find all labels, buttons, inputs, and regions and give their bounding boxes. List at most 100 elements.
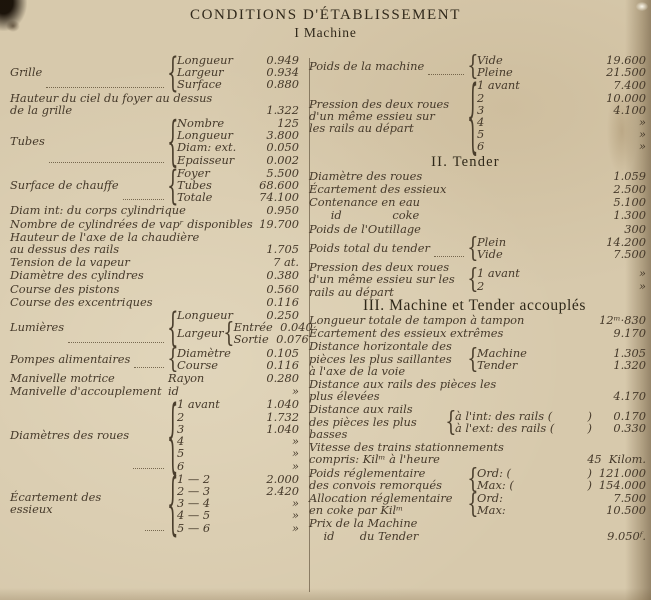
paper-shadow-right-edge (625, 0, 651, 600)
row-label: Diam int: du corps cylindrique (10, 203, 186, 218)
table-row: Diam int: du corps cylindrique 0.950 (10, 204, 299, 216)
row-value: 0.116 (266, 294, 299, 309)
group-item-label: 3 — 4 (177, 496, 211, 511)
row-label: Prix de la Machine id du Tender (309, 516, 419, 543)
group-item-value: 10.000 (606, 90, 646, 105)
group-item: Longueur 3.800 (177, 129, 299, 141)
group-items: Longueur 0.949 Largeur 0.934 Surface 0.880 (177, 54, 299, 91)
group-item: 2 1.732 (177, 409, 299, 424)
table-row: Distance horizontale des pièces les plus… (309, 340, 646, 377)
group-item-label: 2 — 3 (177, 483, 211, 498)
group-item-value: 154.000 (598, 477, 646, 492)
group-item-value: 1.320 (613, 357, 646, 372)
row-label: Poids réglementaire des convois remorqué… (309, 465, 442, 492)
group-items: Foyer 5.500 Tubes 68.600 Totale 74.100 (177, 167, 299, 204)
group-item-value: 0.170 (613, 408, 646, 423)
group-item: Foyer 5.500 (177, 167, 299, 179)
table-row: Hauteur de l'axe de la chaudière au dess… (10, 231, 299, 256)
group-item-label: 4 (177, 434, 185, 449)
group-item: Longueur 0.250 (177, 309, 299, 321)
value-group: {Ord: 7.500 Max: 10.500 (467, 490, 646, 517)
row-label: Surface de chauffe (10, 178, 119, 193)
table-row: Poids de la machine {Vide 19.600 Pleine 21.5… (309, 52, 646, 79)
group-item-value: » (292, 496, 299, 511)
group-item-value: 0.280 (266, 371, 299, 386)
table-row: Surface de chauffe {Foyer 5.500 Tubes 68.600… (10, 165, 299, 205)
group-item: Vide 7.500 (477, 248, 646, 260)
row-label: Distance aux rails des pièces les plus é… (309, 377, 497, 404)
row-label: Course des excentriques (10, 294, 153, 309)
group-item-value: 0.934 (266, 65, 299, 80)
section-heading-text: III. Machine et Tender accouplés (362, 296, 587, 314)
group-items: Nombre 125 Longueur 3.800 Diam: ext. 0.050 Epa… (177, 117, 299, 166)
group-item-label: Course (177, 357, 218, 372)
group-items: 1 avant» 2» (477, 267, 646, 292)
group-item-value: 0.002 (266, 152, 299, 167)
table-row: id coke 1.300 (309, 209, 646, 221)
group-item-value: 1.732 (266, 409, 299, 424)
value-group: {Longueur 0.949 Largeur 0.934 Surface 0.880 (166, 48, 299, 96)
row-label: Grille (10, 65, 43, 80)
group-item-label: 6 (477, 139, 485, 154)
group-item: Largeur 0.934 (177, 66, 299, 78)
group-item: 1 avant » (477, 267, 646, 279)
dotted-leader (68, 341, 164, 343)
group-item-value: » (639, 266, 646, 281)
group-item: 3 — 4 » (177, 497, 299, 509)
row-label: Poids total du tender (309, 240, 430, 255)
group-item-label: Max: ( (477, 477, 514, 492)
table-row: Lumières{Longueur 0.250 Largeur{Entrée 0.04… (10, 303, 313, 351)
table-row: Course des excentriques 0.116 (10, 296, 299, 308)
group-item-label: Max: (477, 503, 506, 518)
value-group: Rayon 0.280 (168, 372, 299, 384)
group-item-label: Sortie (233, 332, 269, 347)
row-value: 1.059 (613, 168, 646, 183)
group-item: Vide 19.600 (477, 54, 646, 66)
group-item-label: 1 avant (177, 397, 220, 412)
group-item-value: 7.500 (613, 247, 646, 262)
section-heading-text: II. Tender (431, 153, 500, 170)
row-value: 300 (624, 221, 646, 236)
row-label: Manivelle d'accouplement (10, 384, 162, 399)
group-item-label: Diam: ext. (177, 140, 237, 155)
group-item-value: 1.040 (266, 421, 299, 436)
group-item: Rayon 0.280 (168, 372, 299, 384)
group-item-value: 0.050 (266, 140, 299, 155)
row-label: Écartement des essieux (309, 182, 447, 197)
table-row: Pression des deux roues d'un même essieu… (309, 261, 646, 298)
group-item: Longueur 0.949 (177, 54, 299, 66)
table-row: Hauteur du ciel du foyer au dessus de la… (10, 91, 299, 116)
group-item-label: 6 (177, 458, 185, 473)
value-group: {1 avant 7.400 2 10.000 3 4.100 4» 5» 6» (466, 68, 646, 163)
group-brace-icon: { (166, 303, 179, 351)
group-item-value: 0.040 (280, 320, 313, 335)
group-item-label: Longueur (177, 128, 233, 143)
group-item: Entrée 0.040 (234, 321, 313, 333)
group-item: Diamètre 0.105 (177, 346, 299, 358)
dotted-leader (144, 529, 164, 531)
value-group: {Foyer 5.500 Tubes 68.600 Totale 74.100 (167, 165, 299, 205)
group-item-value: 0.949 (266, 53, 299, 67)
group-item-value: 1.305 (613, 345, 646, 360)
group-item: 2 10.000 (477, 90, 646, 105)
group-brace-icon: { (166, 342, 179, 374)
group-item-label: Machine (477, 345, 527, 360)
row-value: 1.300 (613, 208, 646, 223)
dotted-leader (433, 256, 464, 258)
group-item-value: 14.200 (606, 234, 646, 249)
group-item-value: 19.600 (606, 53, 646, 67)
group-item: Tubes 68.600 (177, 179, 299, 191)
group-item: Max: 10.500 (477, 504, 646, 516)
group-brace-icon: { (444, 405, 457, 437)
group-items: 1 avant 7.400 2 10.000 3 4.100 4» 5» 6» (477, 79, 646, 152)
group-item: 6» (177, 458, 299, 473)
group-brace-icon: { (166, 48, 179, 96)
group-items: 1 — 2 2.000 2 — 3 2.420 3 — 4 » 4 — 5 » 5 — 6 » (177, 472, 299, 533)
group-brace-icon: { (466, 68, 479, 163)
dotted-leader (48, 161, 164, 163)
group-item-label: 4 (477, 115, 485, 130)
group-items: id » (168, 385, 299, 397)
group-item-value: 4.100 (613, 102, 646, 117)
group-item-value: » (292, 384, 299, 399)
group-item: Pleine 21.500 (477, 66, 646, 78)
